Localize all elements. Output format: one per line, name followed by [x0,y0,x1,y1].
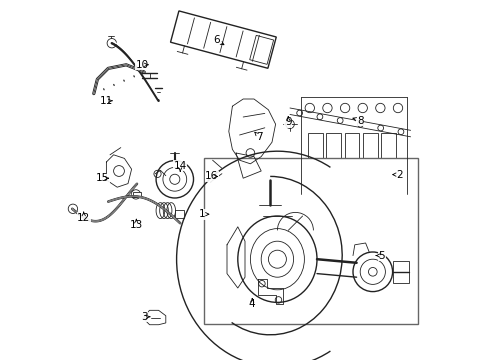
Ellipse shape [238,216,317,302]
Bar [308,133,323,176]
Bar [171,11,276,68]
Bar [345,133,360,176]
Bar [392,261,409,283]
Bar [204,158,418,324]
Text: 16: 16 [205,171,219,181]
Text: 7: 7 [256,132,263,142]
Text: 3: 3 [141,312,147,322]
Text: 15: 15 [96,173,109,183]
Text: 5: 5 [378,251,385,261]
Ellipse shape [250,229,304,290]
Bar [175,210,184,218]
Text: 12: 12 [77,213,90,223]
Text: 8: 8 [357,116,364,126]
Text: 4: 4 [249,299,255,309]
Text: 6: 6 [213,35,220,45]
Bar [381,133,396,176]
Text: 9: 9 [285,117,292,127]
Ellipse shape [261,241,294,277]
Text: 14: 14 [173,161,187,171]
Text: 11: 11 [100,96,113,106]
Text: 13: 13 [130,220,143,230]
Bar [133,192,141,197]
Text: 1: 1 [198,209,205,219]
Bar [326,133,341,176]
Bar [250,35,273,64]
Text: 10: 10 [136,60,149,70]
Text: 2: 2 [396,170,403,180]
Bar [363,133,378,176]
